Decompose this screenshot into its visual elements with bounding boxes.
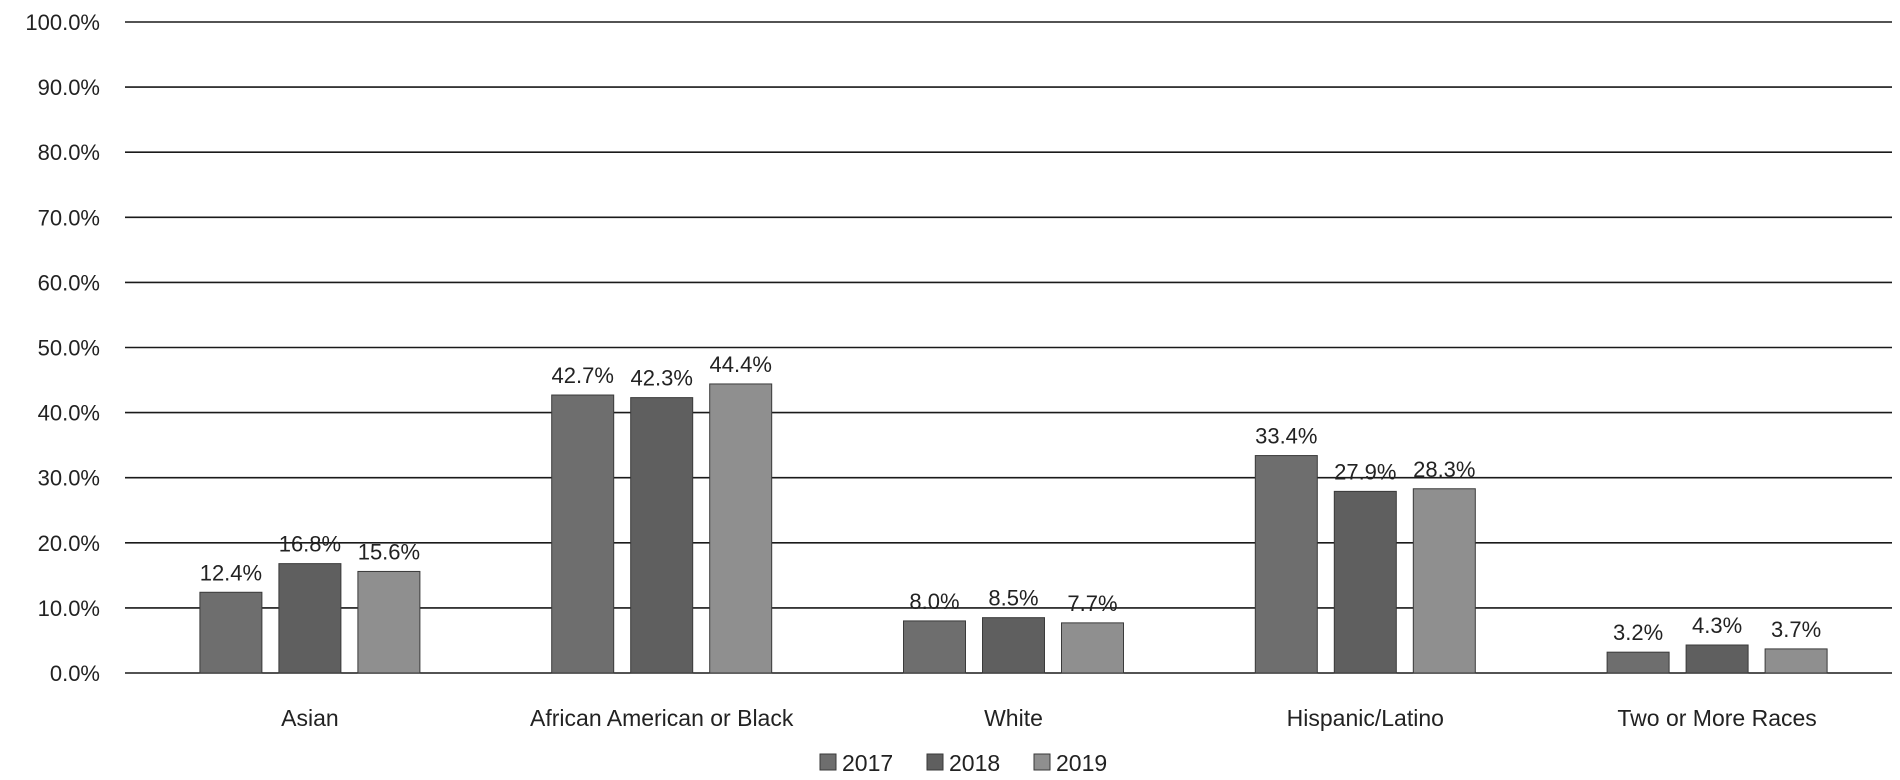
data-label: 27.9% bbox=[1334, 459, 1396, 484]
y-tick-label: 40.0% bbox=[38, 401, 100, 426]
bar-2019 bbox=[1412, 488, 1476, 674]
legend-label-2019: 2019 bbox=[1056, 750, 1107, 776]
data-label: 16.8% bbox=[279, 532, 341, 557]
bar-2017 bbox=[903, 620, 966, 674]
data-label: 42.3% bbox=[631, 366, 693, 391]
y-tick-label: 30.0% bbox=[38, 466, 100, 491]
bar-2019 bbox=[1061, 622, 1124, 674]
bar-2019 bbox=[357, 570, 421, 674]
bar-2017 bbox=[199, 591, 263, 674]
bar-2019 bbox=[709, 383, 773, 674]
bar-2017 bbox=[1254, 455, 1318, 674]
x-tick-label: White bbox=[984, 705, 1043, 731]
x-tick-label: Asian bbox=[281, 705, 339, 731]
y-tick-label: 0.0% bbox=[50, 661, 100, 686]
legend-label-2018: 2018 bbox=[949, 750, 1000, 776]
bar-2019 bbox=[1764, 648, 1828, 674]
y-tick-label: 80.0% bbox=[38, 140, 100, 165]
data-label: 4.3% bbox=[1692, 613, 1742, 638]
data-label: 42.7% bbox=[552, 363, 614, 388]
x-tick-label: Hispanic/Latino bbox=[1287, 705, 1444, 731]
data-label: 8.0% bbox=[909, 589, 959, 614]
bar-2017 bbox=[1606, 651, 1670, 674]
legend-swatch-2019 bbox=[1033, 753, 1051, 771]
bar-2018 bbox=[278, 563, 342, 674]
bar-2018 bbox=[1333, 490, 1397, 674]
data-labels: 12.4% 16.8% 15.6% 42.7% 42.3% 44.4% 8.0% 8.5% 7.… bbox=[200, 352, 1821, 645]
y-tick-label: 90.0% bbox=[38, 75, 100, 100]
y-tick-label: 50.0% bbox=[38, 336, 100, 361]
bars bbox=[199, 383, 1828, 674]
bar-2018 bbox=[1685, 644, 1749, 674]
bar-2018 bbox=[982, 617, 1045, 674]
data-label: 7.7% bbox=[1067, 591, 1117, 616]
data-label: 12.4% bbox=[200, 560, 262, 585]
data-label: 28.3% bbox=[1413, 457, 1475, 482]
x-tick-label: African American or Black bbox=[530, 705, 794, 731]
y-tick-label: 60.0% bbox=[38, 270, 100, 295]
bar-2018 bbox=[630, 397, 694, 674]
legend: 2017 2018 2019 bbox=[819, 750, 1107, 776]
data-label: 3.2% bbox=[1613, 620, 1663, 645]
x-axis-ticks: Asian African American or Black White Hispa… bbox=[281, 705, 1817, 731]
x-tick-label: Two or More Races bbox=[1617, 705, 1816, 731]
bar-2017 bbox=[551, 394, 615, 674]
data-label: 8.5% bbox=[988, 586, 1038, 611]
legend-label-2017: 2017 bbox=[842, 750, 893, 776]
data-label: 33.4% bbox=[1255, 424, 1317, 449]
data-label: 3.7% bbox=[1771, 617, 1821, 642]
legend-swatch-2017 bbox=[819, 753, 837, 771]
y-tick-label: 70.0% bbox=[38, 205, 100, 230]
data-label: 15.6% bbox=[358, 539, 420, 564]
legend-swatch-2018 bbox=[926, 753, 944, 771]
data-label: 44.4% bbox=[710, 352, 772, 377]
y-tick-label: 10.0% bbox=[38, 596, 100, 621]
y-tick-label: 100.0% bbox=[25, 10, 100, 35]
y-axis-ticks: 0.0% 10.0% 20.0% 30.0% 40.0% 50.0% 60.0% 70.0% 8… bbox=[25, 10, 100, 686]
y-tick-label: 20.0% bbox=[38, 531, 100, 556]
